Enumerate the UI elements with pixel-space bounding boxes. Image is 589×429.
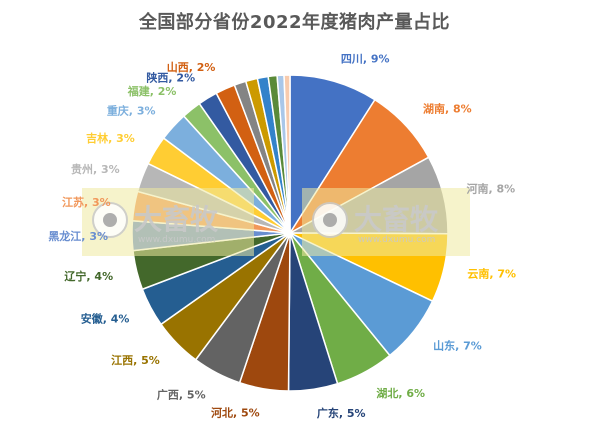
data-label: 山东, 7% — [433, 339, 482, 353]
data-label: 江西, 5% — [111, 353, 160, 367]
data-label: 吉林, 3% — [86, 131, 135, 145]
data-label: 云南, 7% — [467, 267, 516, 281]
data-label: 江苏, 3% — [62, 195, 111, 209]
data-label: 广东, 5% — [317, 406, 366, 420]
watermark-brand: 大畜牧 — [354, 203, 439, 236]
data-label: 湖南, 8% — [423, 102, 472, 116]
pie-slice — [283, 74, 291, 234]
data-label: 河南, 8% — [467, 181, 516, 195]
data-label: 重庆, 3% — [107, 103, 156, 117]
slices-layer — [131, 74, 449, 392]
data-label: 安徽, 4% — [81, 312, 130, 326]
watermark-url: www.dxumu.com — [358, 235, 435, 245]
data-label: 四川, 9% — [341, 52, 390, 65]
data-label: 黑龙江, 3% — [48, 229, 108, 243]
data-label: 陕西, 2% — [146, 71, 195, 85]
watermark-url: www.dxumu.com — [138, 235, 215, 245]
labels-layer: 四川, 9% 湖南, 8% 河南, 8% 云南, 7% 山东, 7% 湖北, 6% 广东, … — [48, 52, 516, 420]
data-label: 河北, 5% — [211, 406, 260, 420]
watermark-logo-dot — [323, 213, 337, 227]
data-label: 贵州, 3% — [71, 162, 120, 176]
data-label: 辽宁, 4% — [64, 269, 113, 283]
watermark-brand: 大畜牧 — [134, 203, 219, 236]
data-label: 福建, 2% — [127, 84, 177, 98]
chart-title: 全国部分省份2022年度猪肉产量占比 — [138, 12, 451, 33]
data-label: 湖北, 6% — [376, 386, 425, 400]
data-label: 山西, 2% — [167, 60, 216, 74]
data-label: 广西, 5% — [157, 387, 206, 401]
watermark-logo-dot — [103, 213, 117, 227]
